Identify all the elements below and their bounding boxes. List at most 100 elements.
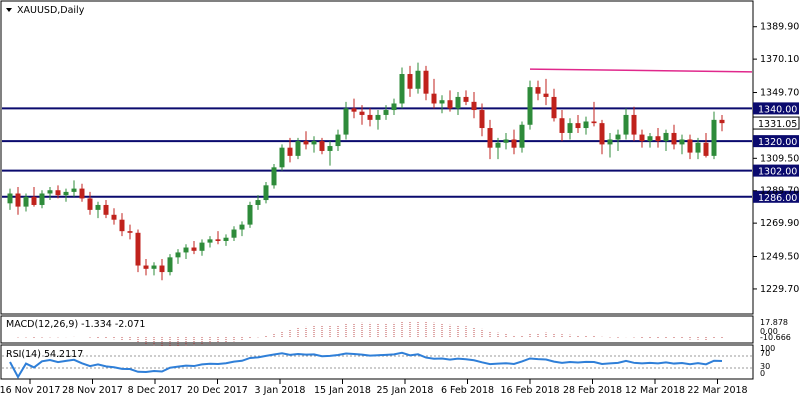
time-tick-label: 25 Jan 2018 — [377, 385, 434, 396]
candle-bullish — [647, 136, 653, 142]
candle-bearish — [407, 74, 413, 89]
candle-bullish — [95, 204, 101, 210]
candle-bearish — [143, 265, 149, 269]
candle-bearish — [599, 123, 605, 145]
candle-bullish — [383, 110, 389, 115]
level-tag — [753, 102, 799, 115]
candle-bearish — [111, 214, 117, 220]
time-tick-label: 12 Mar 2018 — [625, 385, 685, 396]
candle-bearish — [191, 247, 197, 251]
candle-bullish — [503, 139, 509, 143]
macd-tick-label: 0.00 — [760, 327, 778, 336]
level-tag-label: 1286.00 — [758, 193, 797, 204]
candle-bullish — [295, 141, 301, 156]
candle-bearish — [575, 123, 581, 129]
price-tick-label: 1349.70 — [760, 88, 799, 99]
price-tick-label: 1309.50 — [760, 153, 799, 164]
candle-bullish — [567, 123, 573, 133]
rsi-tick-label: 100 — [760, 344, 775, 353]
candle-bullish — [183, 247, 189, 253]
candle-bullish — [415, 70, 421, 89]
candle-bullish — [71, 188, 77, 192]
rsi-label: RSI(14) 54.2117 — [6, 349, 83, 360]
price-tick-label: 1269.90 — [760, 218, 799, 229]
candle-bullish — [455, 96, 461, 109]
macd-tick-label: -10.666 — [760, 333, 791, 342]
candle-bullish — [39, 193, 45, 205]
candle-bearish — [423, 70, 429, 94]
candle-bearish — [287, 147, 293, 156]
candle-bullish — [343, 108, 349, 135]
candle-bearish — [367, 114, 373, 120]
candle-bearish — [703, 142, 709, 156]
candle-bearish — [719, 119, 725, 124]
candle-bullish — [327, 146, 333, 151]
macd-panel — [0, 315, 754, 344]
candle-bullish — [391, 103, 397, 111]
time-tick-label: 28 Nov 2017 — [62, 385, 123, 396]
candle-bullish — [263, 185, 269, 201]
candle-bearish — [559, 118, 565, 133]
support-resistance-levels: 1340.00 1320.00 1302.00 1286.00 — [2, 102, 799, 204]
candle-bearish — [351, 108, 357, 112]
rsi-line — [9, 351, 723, 380]
time-axis: 16 Nov 2017 28 Nov 2017 8 Dec 2017 20 Dec 2… — [0, 379, 748, 396]
candle-bullish — [311, 141, 317, 145]
candle-bullish — [175, 252, 181, 258]
main-panel — [0, 0, 754, 315]
triangle-down-icon[interactable] — [6, 8, 12, 12]
macd-label: MACD(12,26,9) -1.334 -2.071 — [6, 319, 145, 330]
level-tag — [753, 190, 799, 203]
level-tag-label: 1302.00 — [758, 167, 797, 178]
time-tick-label: 8 Dec 2017 — [128, 385, 183, 396]
candle-bullish — [167, 257, 173, 273]
candle-bullish — [663, 132, 669, 142]
candle-bullish — [679, 139, 685, 145]
candlestick-series — [7, 62, 725, 281]
time-tick-label: 28 Feb 2018 — [563, 385, 622, 396]
candle-bullish — [375, 114, 381, 120]
price-tick-label: 1370.10 — [760, 54, 799, 65]
candle-bullish — [711, 119, 717, 156]
candle-bearish — [463, 96, 469, 102]
candle-bearish — [31, 196, 37, 205]
candle-bearish — [543, 93, 549, 97]
candle-bullish — [23, 196, 29, 207]
rsi-tick-label: 0 — [760, 369, 765, 378]
candle-bearish — [431, 93, 437, 104]
price-tick-label: 1229.70 — [760, 284, 799, 295]
candle-bullish — [519, 124, 525, 148]
candle-bullish — [607, 139, 613, 145]
time-tick-label: 20 Dec 2017 — [187, 385, 248, 396]
candle-bearish — [135, 232, 141, 266]
candle-bearish — [215, 239, 221, 241]
candle-bullish — [151, 265, 157, 269]
rsi-tick-label: 70 — [760, 349, 770, 358]
level-tag — [753, 135, 799, 148]
candle-bearish — [447, 100, 453, 109]
candle-bullish — [399, 74, 405, 104]
price-tick-label: 1289.70 — [760, 186, 799, 197]
level-tag-label: 1320.00 — [758, 137, 797, 148]
candle-bullish — [63, 191, 69, 196]
candle-bearish — [127, 231, 133, 233]
time-tick-label: 6 Feb 2018 — [441, 385, 494, 396]
candle-bullish — [255, 200, 261, 205]
candle-bearish — [631, 114, 637, 135]
current-price-label: 1331.05 — [758, 119, 797, 130]
candle-bearish — [671, 132, 677, 145]
candle-bullish — [279, 147, 285, 168]
candle-bearish — [319, 141, 325, 151]
candle-bullish — [207, 239, 213, 243]
candle-bullish — [615, 134, 621, 140]
candle-bullish — [199, 242, 205, 251]
candle-bullish — [527, 87, 533, 125]
macd-tick-label: 17.878 — [760, 318, 788, 327]
candle-bearish — [55, 190, 61, 196]
candle-bullish — [335, 134, 341, 147]
candle-bearish — [487, 128, 493, 148]
candle-bullish — [47, 190, 53, 194]
candle-bullish — [231, 229, 237, 238]
